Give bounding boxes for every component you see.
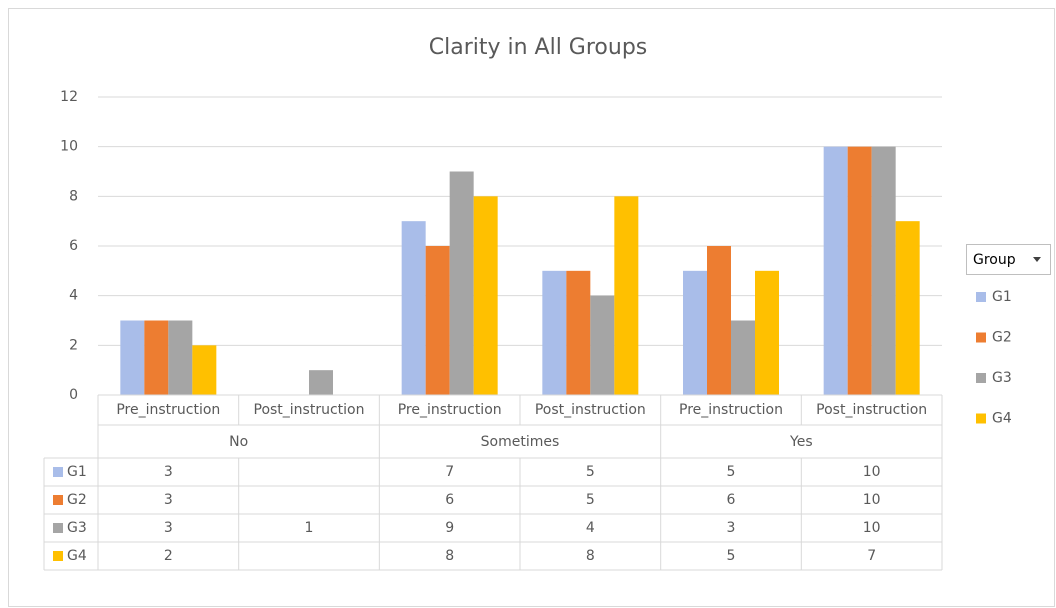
y-tick-label: 2 (69, 337, 78, 353)
dropdown-arrow[interactable] (1033, 257, 1041, 262)
table-cell: 5 (586, 464, 595, 480)
table-cell: 8 (445, 548, 454, 564)
bar (425, 246, 450, 395)
y-tick-label: 6 (69, 238, 78, 254)
table-cell: 2 (164, 548, 173, 564)
x-tick-label: Post_instruction (816, 402, 927, 418)
table-series-label: G3 (67, 520, 87, 536)
y-tick-label: 0 (69, 387, 78, 403)
table-cell: 10 (863, 492, 881, 508)
chart-title: Clarity in All Groups (429, 35, 648, 60)
table-cell: 6 (727, 492, 736, 508)
table-cell: 3 (164, 464, 173, 480)
table-legend-swatch (53, 495, 63, 505)
x-tick-label: Pre_instruction (398, 402, 502, 418)
bar (309, 370, 333, 395)
bar (731, 320, 755, 395)
table-series-label: G4 (67, 548, 87, 564)
table-cell: 5 (586, 492, 595, 508)
table-cell: 5 (727, 464, 736, 480)
legend-swatch (976, 373, 986, 383)
legend-swatch (976, 413, 986, 424)
legend-swatch (976, 332, 986, 343)
bar (144, 320, 169, 395)
bar (755, 270, 779, 395)
bar (614, 196, 639, 395)
x-tick-label: Pre_instruction (116, 402, 220, 418)
table-legend-swatch (53, 551, 63, 561)
bar (542, 270, 567, 395)
bar (168, 320, 193, 395)
table-cell: 6 (445, 492, 454, 508)
y-tick-label: 10 (60, 139, 78, 155)
bar (683, 270, 707, 395)
table-cell: 9 (445, 520, 454, 536)
bar (590, 295, 615, 395)
table-cell: 10 (863, 520, 881, 536)
x-tick-label: Post_instruction (254, 402, 365, 418)
y-tick-label: 12 (60, 89, 78, 105)
legend-swatch (976, 292, 986, 302)
table-cell: 3 (164, 492, 173, 508)
table-legend-swatch (53, 467, 63, 477)
table-cell: 1 (305, 520, 314, 536)
x-tick-label: Post_instruction (535, 402, 646, 418)
group-label: No (229, 434, 248, 450)
legend-label: G1 (992, 289, 1012, 305)
bar (401, 221, 426, 395)
table-cell: 5 (727, 548, 736, 564)
bar (449, 171, 474, 395)
bar (895, 221, 920, 395)
table-cell: 7 (445, 464, 454, 480)
bar (192, 345, 217, 395)
table-cell: 8 (586, 548, 595, 564)
bar (871, 146, 896, 395)
bar (847, 146, 872, 395)
bar (473, 196, 498, 395)
group-label: Sometimes (481, 434, 560, 450)
x-tick-label: Pre_instruction (679, 402, 783, 418)
table-cell: 3 (727, 520, 736, 536)
table-cell: 4 (586, 520, 595, 536)
table-cell: 7 (867, 548, 876, 564)
table-series-label: G1 (67, 464, 87, 480)
bar (707, 246, 731, 395)
bar (566, 270, 591, 395)
legend-label: G2 (992, 330, 1012, 346)
legend-label: G4 (992, 411, 1012, 427)
bar (823, 146, 848, 395)
table-legend-swatch (53, 523, 63, 533)
group-label: Yes (789, 434, 813, 450)
table-cell: 10 (863, 464, 881, 480)
y-tick-label: 8 (69, 188, 78, 204)
table-cell: 3 (164, 520, 173, 536)
y-tick-label: 4 (69, 288, 78, 304)
legend-label: G3 (992, 370, 1012, 386)
bar (120, 320, 145, 395)
legend-title[interactable]: Group (973, 252, 1016, 268)
table-series-label: G2 (67, 492, 87, 508)
